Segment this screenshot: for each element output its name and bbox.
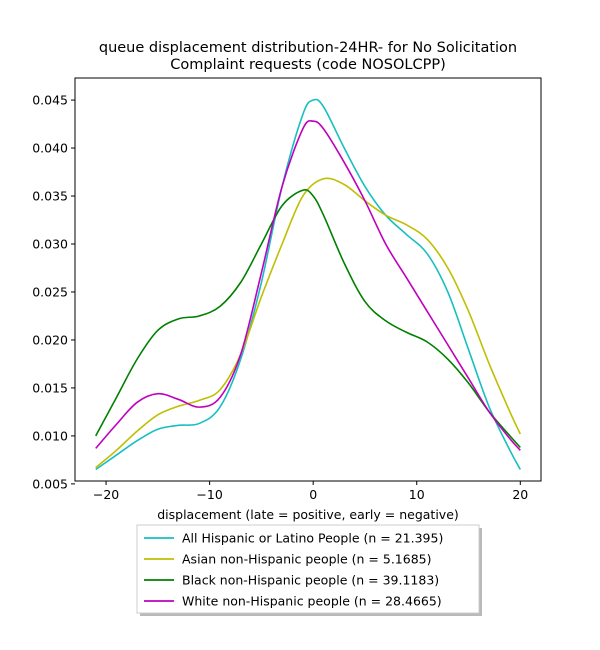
plot-frame bbox=[74, 77, 542, 482]
x-tick-label: 20 bbox=[512, 487, 528, 502]
legend-label-2: Asian non-Hispanic people (n = 5.1685) bbox=[182, 552, 432, 567]
y-tick-label: 0.040 bbox=[32, 141, 68, 156]
y-tick-label: 0.045 bbox=[32, 93, 68, 108]
y-tick-label: 0.020 bbox=[32, 332, 68, 347]
chart-title-line1: queue displacement distribution-24HR- fo… bbox=[99, 40, 517, 56]
x-tick-label: 10 bbox=[409, 487, 425, 502]
x-tick-label: 0 bbox=[309, 487, 317, 502]
x-axis-label: displacement (late = positive, early = n… bbox=[157, 507, 459, 522]
series-line-2 bbox=[95, 177, 522, 469]
y-tick-label: 0.005 bbox=[32, 476, 68, 491]
chart-title-line2: Complaint requests (code NOSOLCPP) bbox=[170, 57, 446, 73]
y-tick-label: 0.010 bbox=[32, 428, 68, 443]
y-tick-label: 0.035 bbox=[32, 189, 68, 204]
x-tick-label: −10 bbox=[196, 487, 222, 502]
y-tick-label: 0.030 bbox=[32, 236, 68, 251]
series-line-4 bbox=[95, 119, 521, 451]
legend-label-3: Black non-Hispanic people (n = 39.1183) bbox=[182, 573, 439, 588]
series-line-3 bbox=[95, 189, 521, 448]
x-tick-label: −20 bbox=[93, 487, 119, 502]
series-line-1 bbox=[95, 98, 521, 471]
y-tick-label: 0.025 bbox=[32, 284, 68, 299]
y-tick-label: 0.015 bbox=[32, 380, 68, 395]
legend-label-1: All Hispanic or Latino People (n = 21.39… bbox=[182, 531, 443, 546]
legend-box bbox=[136, 524, 480, 614]
legend-label-4: White non-Hispanic people (n = 28.4665) bbox=[182, 594, 442, 609]
